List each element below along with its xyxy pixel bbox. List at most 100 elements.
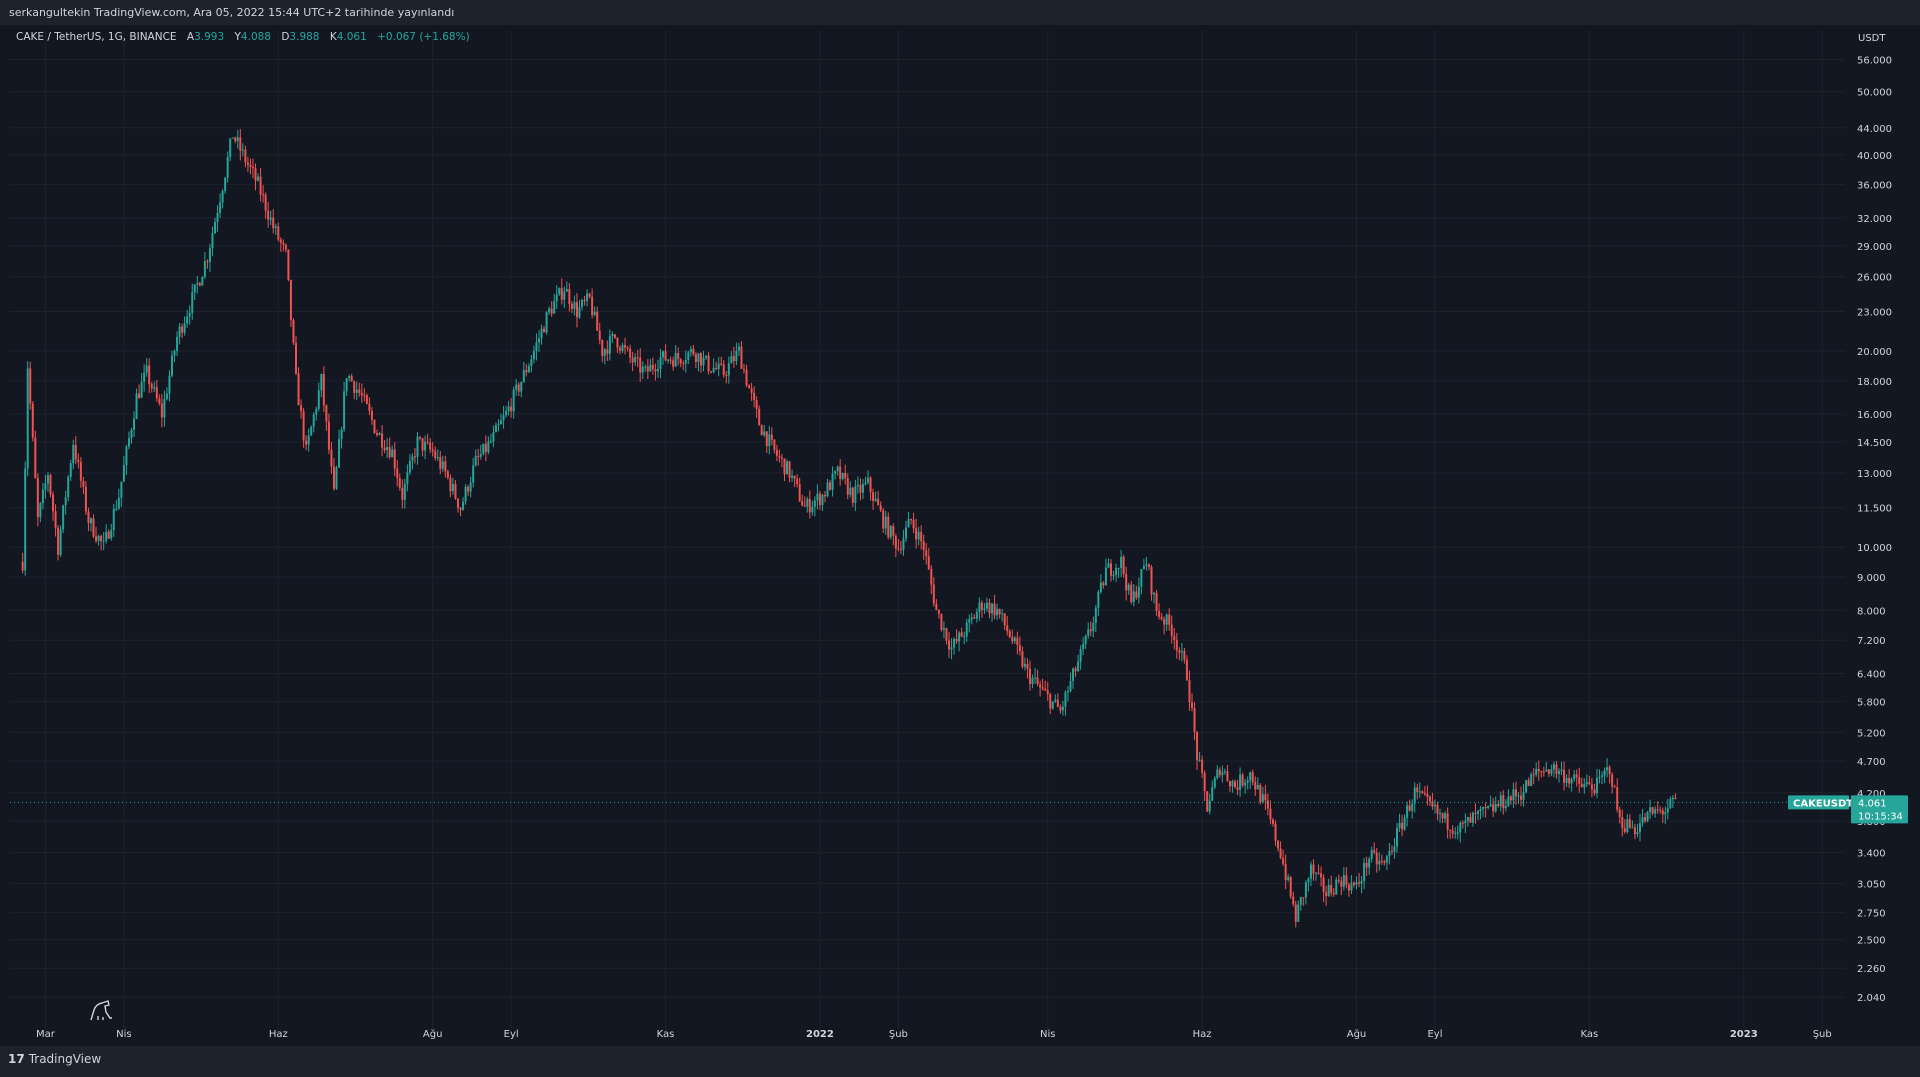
tradingview-logo[interactable]: 𝟭𝟳 TradingView	[8, 1052, 101, 1066]
candle-body	[1029, 668, 1032, 685]
candle-body	[105, 531, 108, 541]
candle-body	[1271, 819, 1274, 824]
candle-body	[963, 636, 966, 638]
candle-body	[1401, 822, 1404, 830]
candle-body	[606, 349, 609, 354]
candle-body	[67, 476, 70, 498]
candle-body	[1355, 882, 1358, 885]
candle-body	[780, 457, 783, 459]
candle-body	[1396, 827, 1399, 847]
candle-body	[1110, 563, 1112, 576]
candle-body	[1537, 768, 1540, 772]
candle-body	[1393, 846, 1396, 852]
candle-body	[1342, 875, 1345, 887]
candle-body	[1264, 794, 1267, 801]
candle-body	[955, 639, 958, 642]
candle-body	[89, 518, 92, 524]
candle-body	[72, 444, 75, 464]
candle-body	[985, 602, 988, 609]
candle-body	[502, 415, 505, 421]
candle-body	[1213, 778, 1216, 788]
candle-body	[887, 516, 890, 538]
candle-body	[434, 451, 437, 459]
candle-body	[621, 345, 624, 351]
y-tick-label: 44.000	[1857, 124, 1892, 135]
candle-body	[892, 526, 895, 536]
candle-body	[1147, 564, 1150, 567]
candle-body	[1183, 651, 1186, 660]
candle-body	[36, 478, 39, 518]
candle-body	[267, 210, 270, 220]
candle-body	[398, 478, 401, 488]
candle-body	[500, 420, 503, 425]
candle-body	[1190, 702, 1193, 709]
candle-body	[573, 302, 576, 310]
price-chart[interactable]: 56.000 50.000 44.000 40.000 36.000 32.000 29.0…	[0, 0, 1920, 1046]
candle-body	[441, 461, 444, 469]
candle-body	[968, 619, 971, 623]
y-tick-label: 32.000	[1857, 214, 1892, 225]
candle-body	[588, 293, 591, 297]
candle-body	[338, 439, 341, 468]
candle-body	[707, 355, 710, 372]
candle-body	[1018, 644, 1021, 652]
candle-body	[915, 528, 918, 540]
candle-body	[1289, 877, 1292, 897]
candle-body	[1008, 631, 1011, 638]
candle-body	[525, 370, 528, 373]
candle-body	[1307, 878, 1310, 883]
candle-body	[236, 137, 239, 141]
candle-body	[1117, 567, 1120, 569]
dino-icon	[90, 1000, 112, 1021]
y-tick-label: 11.500	[1857, 504, 1892, 515]
y-tick-label: 23.000	[1857, 307, 1892, 318]
candle-body	[219, 202, 222, 213]
candle-body	[522, 370, 525, 382]
candle-body	[1540, 771, 1543, 773]
candle-body	[1084, 635, 1087, 644]
candle-body	[160, 403, 163, 418]
candle-body	[300, 405, 303, 412]
candle-body	[1340, 880, 1343, 887]
candle-body	[1120, 556, 1123, 568]
candle-body	[274, 226, 277, 228]
symbol-tag-bg	[1788, 795, 1849, 810]
candle-body	[783, 458, 786, 475]
candle-body	[181, 326, 184, 333]
candle-body	[755, 399, 758, 409]
candle-body	[1606, 767, 1609, 771]
candle-body	[226, 156, 229, 178]
candle-body	[1593, 789, 1596, 794]
candle-body	[596, 311, 599, 331]
candle-body	[829, 482, 832, 490]
candle-body	[715, 367, 718, 370]
candle-body	[49, 475, 52, 495]
y-tick-label: 20.000	[1857, 347, 1892, 358]
candle-body	[1039, 684, 1042, 688]
y-tick-label: 3.050	[1857, 879, 1886, 890]
candle-body	[950, 647, 953, 650]
candle-body	[839, 466, 842, 480]
candle-body	[920, 531, 923, 542]
candle-body	[1112, 574, 1115, 576]
candle-body	[239, 137, 242, 151]
candle-body	[368, 403, 371, 411]
candle-body	[879, 505, 882, 511]
candle-body	[284, 244, 287, 250]
candle-body	[1360, 880, 1363, 884]
candle-body	[1557, 770, 1560, 774]
candle-body	[140, 381, 143, 398]
candle-body	[1069, 680, 1072, 692]
candle-body	[846, 478, 849, 495]
candle-body	[1325, 892, 1328, 896]
candle-body	[1469, 817, 1472, 823]
candle-body	[1249, 772, 1252, 781]
candle-body	[907, 519, 910, 528]
candle-body	[1590, 784, 1593, 790]
candle-body	[312, 414, 315, 427]
candle-body	[52, 494, 55, 512]
candle-body	[456, 498, 459, 508]
candle-body	[401, 487, 404, 500]
candle-body	[1236, 787, 1239, 790]
candle-body	[1623, 828, 1626, 832]
